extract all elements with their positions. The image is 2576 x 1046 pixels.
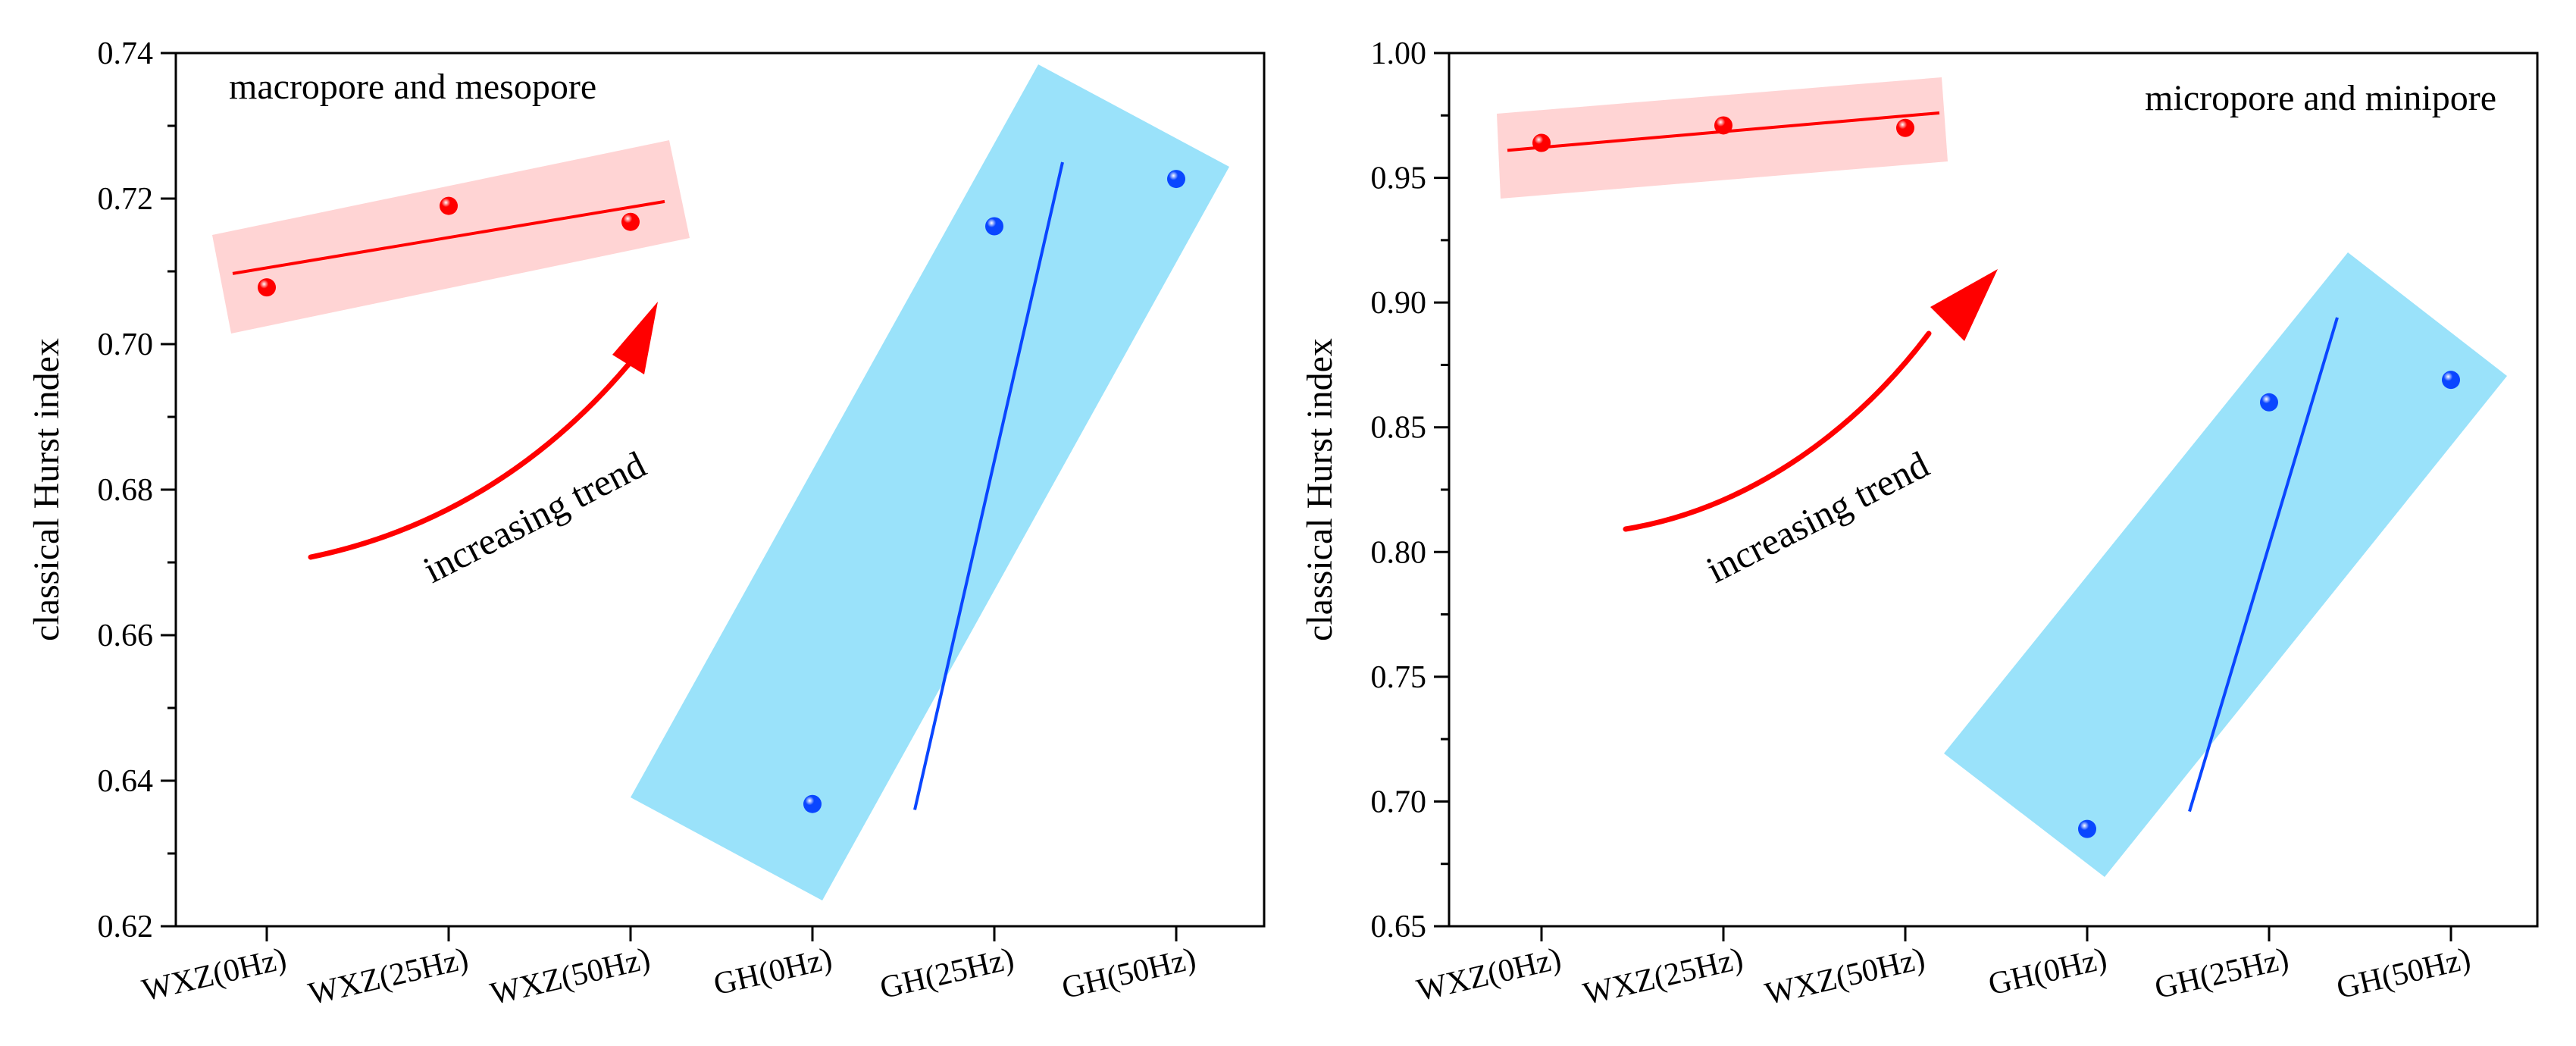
y-tick-label: 0.62	[98, 910, 154, 944]
y-tick-label: 0.95	[1371, 161, 1427, 196]
trend-arrow	[1623, 330, 1932, 532]
x-tick-label: GH(50Hz)	[2333, 941, 2474, 1006]
data-point-wxz	[621, 212, 640, 231]
data-point-gh	[985, 217, 1003, 236]
y-axis-label: classical Hurst index	[27, 338, 67, 641]
fit-line-gh	[2188, 317, 2339, 813]
data-point-gh	[1167, 170, 1185, 189]
x-tick-label: WXZ(25Hz)	[305, 941, 471, 1012]
trend-band-gh	[631, 64, 1229, 900]
data-point-wxz	[440, 196, 458, 215]
data-point-gh	[2260, 393, 2278, 412]
y-tick-label: 0.68	[98, 473, 154, 508]
trend-band-wxz	[1497, 77, 1948, 199]
data-point-wxz	[1896, 118, 1914, 137]
y-tick-label: 0.80	[1371, 535, 1427, 570]
x-tick-label: WXZ(50Hz)	[487, 941, 653, 1012]
data-point-gh	[2442, 371, 2460, 390]
x-tick-label: GH(25Hz)	[877, 941, 1017, 1006]
trend-label: increasing trend	[417, 443, 653, 590]
data-point-wxz	[1532, 133, 1551, 152]
panel-annotation: macropore and mesopore	[229, 67, 596, 107]
trend-arrow-head	[612, 302, 658, 374]
data-point-wxz	[258, 278, 276, 297]
x-tick-label: GH(0Hz)	[1985, 941, 2110, 1003]
chart-panel-2: 0.65 0.70 0.75 0.80 0.85 0.90 0.95 1.00 WXZ(0Hz)…	[1300, 36, 2539, 1012]
x-tick-label: WXZ(50Hz)	[1762, 941, 1928, 1012]
y-tick-label: 0.85	[1371, 411, 1427, 446]
fit-line-gh	[913, 161, 1064, 810]
y-tick-label: 0.75	[1371, 660, 1427, 695]
trend-label: increasing trend	[1700, 443, 1936, 590]
y-tick-label: 0.66	[98, 619, 154, 653]
data-point-gh	[803, 794, 822, 813]
y-tick-label: 0.72	[98, 182, 154, 217]
y-tick-label: 0.74	[98, 36, 154, 71]
x-tick-label: WXZ(25Hz)	[1580, 941, 1746, 1012]
x-tick-label: WXZ(0Hz)	[139, 941, 290, 1008]
x-tick-label: WXZ(0Hz)	[1413, 941, 1564, 1008]
y-tick-label: 0.65	[1371, 910, 1427, 944]
y-tick-label: 1.00	[1371, 36, 1427, 71]
x-tick-label: GH(50Hz)	[1059, 941, 1199, 1006]
trend-band-gh	[1944, 252, 2507, 877]
trend-arrow	[308, 361, 632, 560]
fit-line-wxz	[232, 199, 665, 275]
data-point-gh	[2078, 819, 2096, 838]
trend-arrow-head	[1930, 269, 1998, 341]
panel-annotation: micropore and minipore	[2145, 78, 2496, 118]
x-tick-label: GH(25Hz)	[2152, 941, 2292, 1006]
x-tick-label: GH(0Hz)	[710, 941, 835, 1003]
data-point-wxz	[1714, 116, 1732, 135]
y-axis-label: classical Hurst index	[1300, 338, 1340, 641]
y-tick-label: 0.90	[1371, 286, 1427, 321]
y-tick-label: 0.70	[98, 327, 154, 362]
y-tick-label: 0.70	[1371, 784, 1427, 819]
y-tick-label: 0.64	[98, 764, 154, 799]
